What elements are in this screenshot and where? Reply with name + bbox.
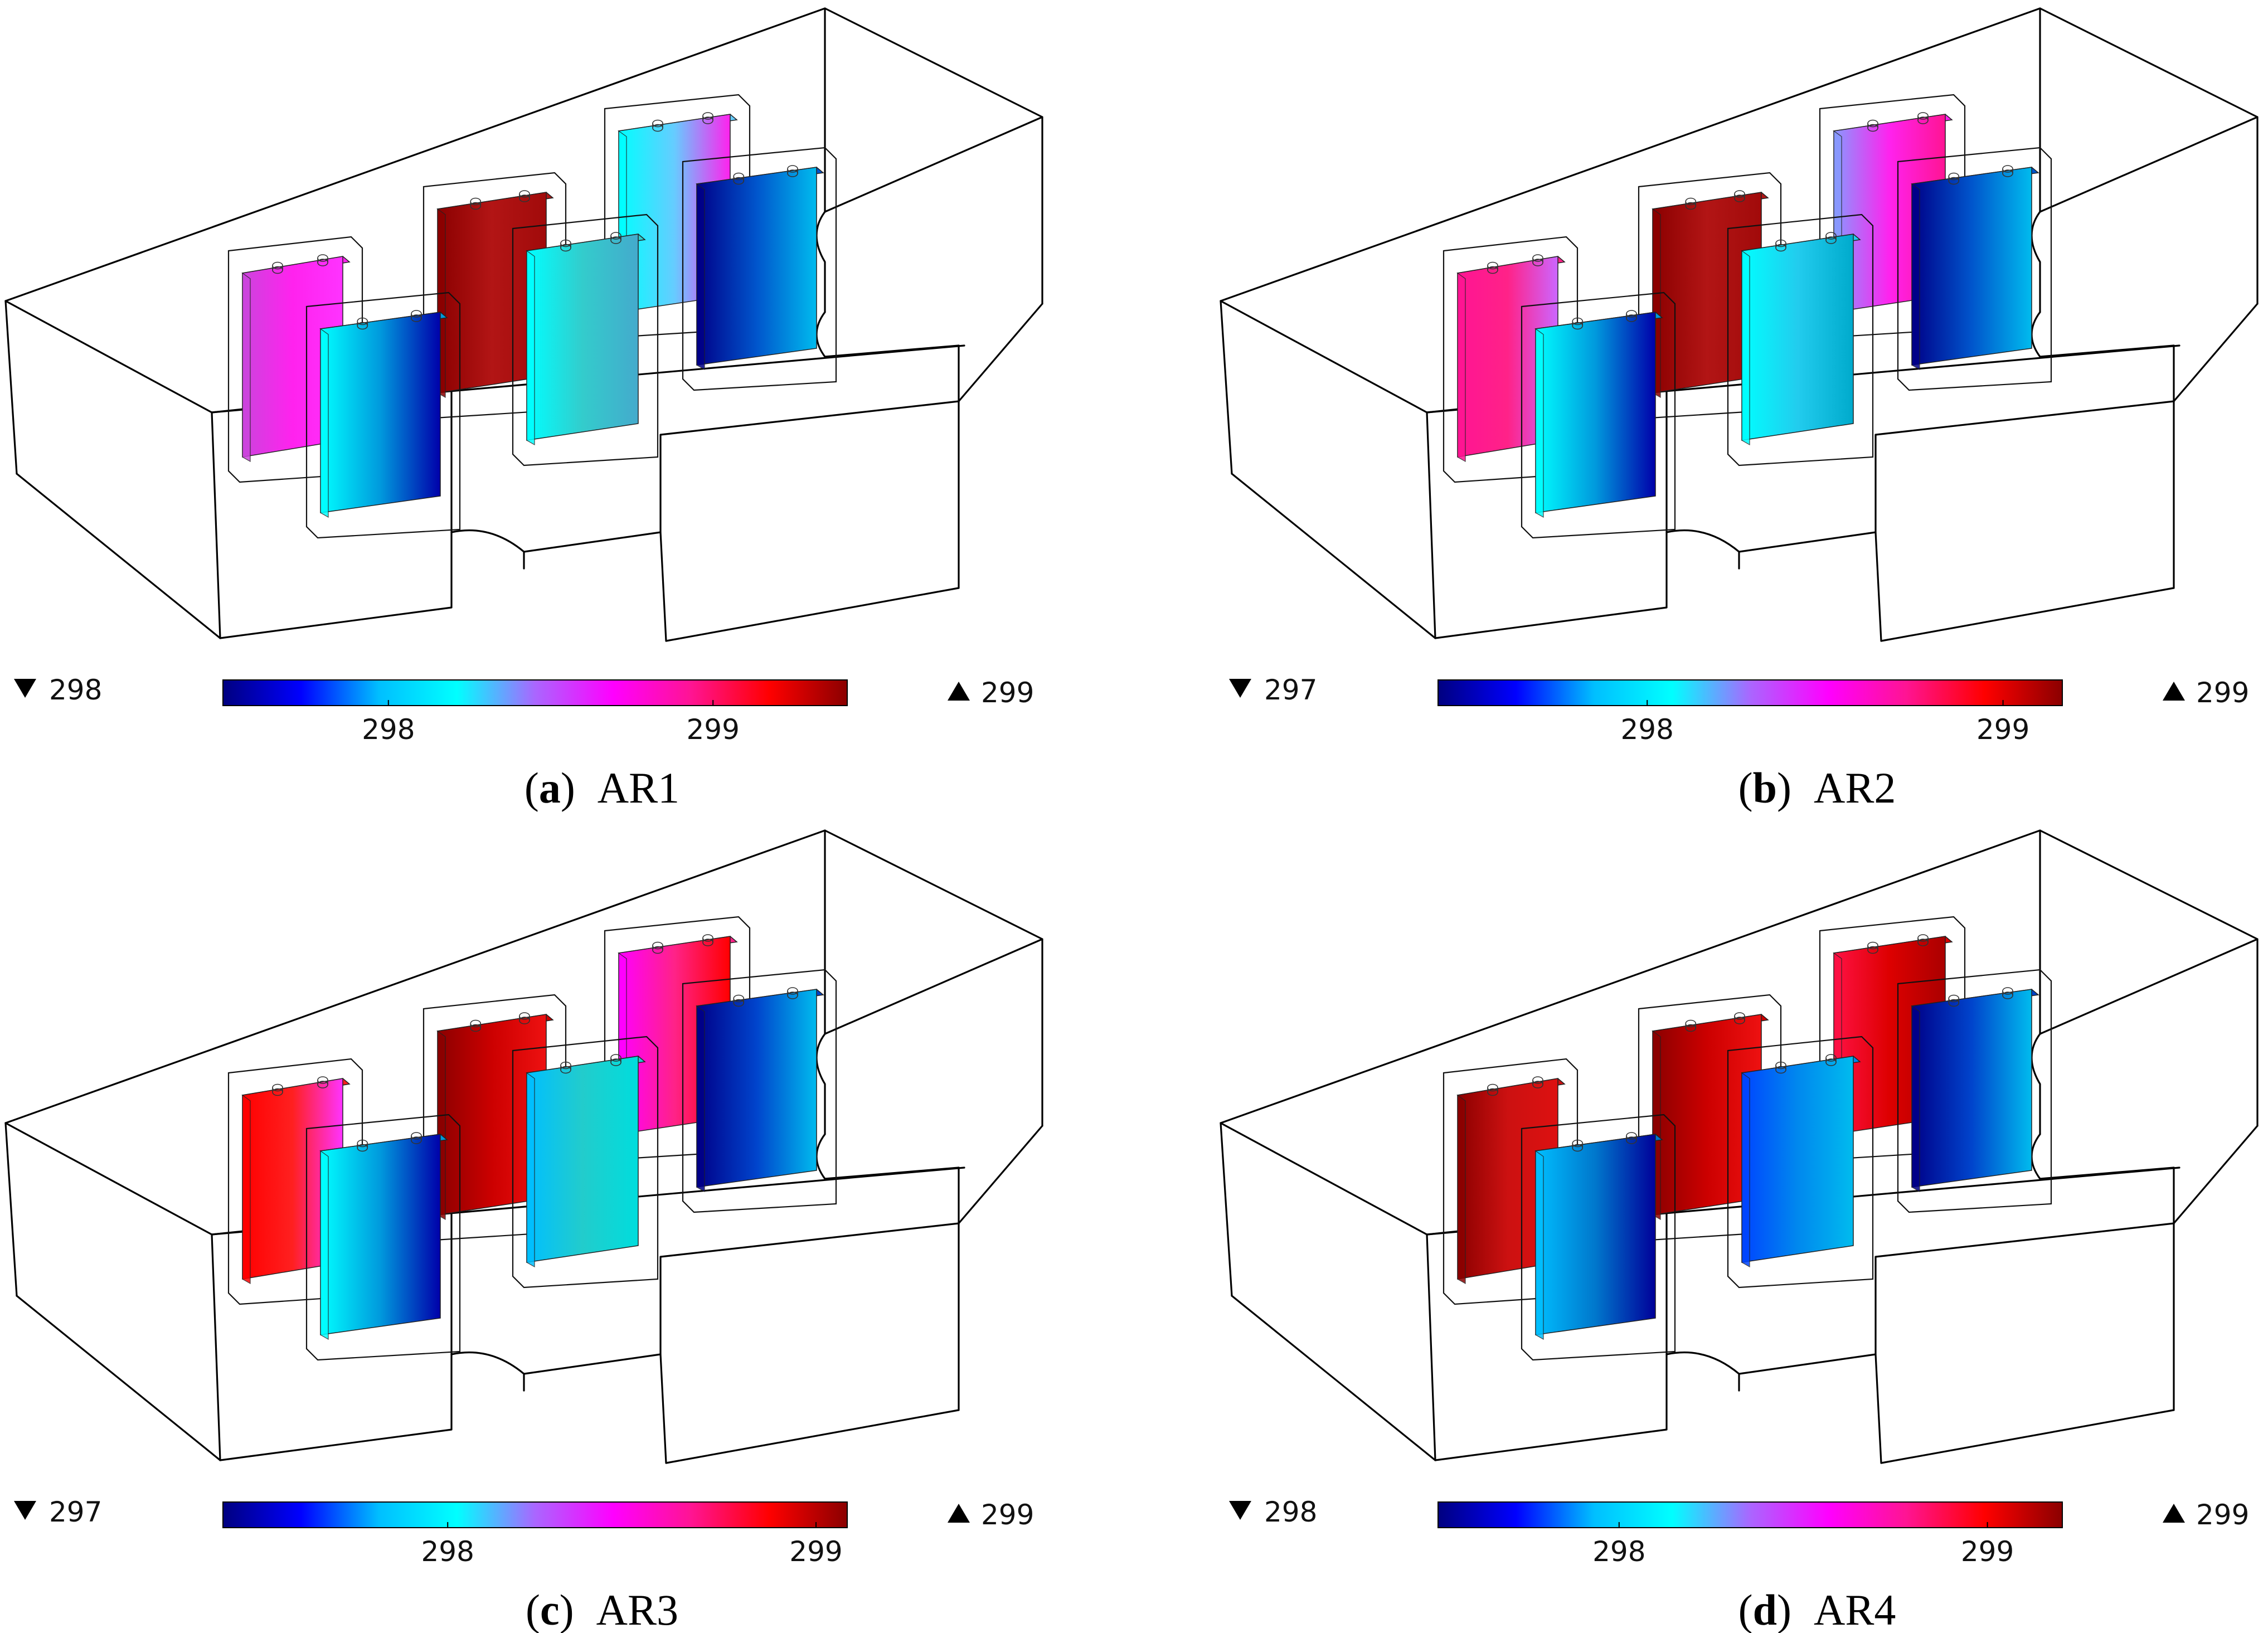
colorbar: 298 299 <box>1437 679 2063 746</box>
cell-front-left <box>1521 291 1676 539</box>
up-triangle-icon <box>948 1504 970 1523</box>
cell-front-right <box>682 147 837 391</box>
up-triangle-icon <box>2163 1504 2185 1523</box>
range-max: 299 <box>2163 677 2249 709</box>
panel-c: 298 299 297 299 (c) AR3 <box>4 829 1043 1633</box>
caption-label: AR1 <box>598 764 679 812</box>
range-min-value: 298 <box>49 674 102 706</box>
colorbar-tick-label-0: 298 <box>1592 1535 1645 1568</box>
cell-back-left <box>227 236 363 483</box>
down-triangle-icon <box>1229 679 1251 698</box>
cell-front-middle <box>1727 213 1874 466</box>
range-min: 298 <box>1229 1496 1317 1528</box>
colorbar: 298 299 <box>222 679 848 746</box>
caption-label: AR3 <box>596 1586 678 1633</box>
up-triangle-icon <box>2163 682 2185 701</box>
caption-label: AR4 <box>1814 1586 1896 1633</box>
enclosure-wireframe <box>1220 7 2259 642</box>
range-max-value: 299 <box>981 677 1034 709</box>
cell-front-left <box>305 291 461 539</box>
cell-front-middle <box>512 1036 659 1289</box>
caption-label: AR2 <box>1814 764 1896 812</box>
colorbar: 298 299 <box>1437 1501 2063 1568</box>
colorbar-tick-label-0: 298 <box>1620 713 1673 746</box>
range-min-value: 298 <box>1264 1496 1317 1528</box>
down-triangle-icon <box>14 1501 36 1520</box>
up-triangle-icon <box>948 682 970 701</box>
range-min-value: 297 <box>49 1496 102 1528</box>
range-max: 299 <box>948 1499 1034 1531</box>
cell-front-left <box>305 1114 461 1361</box>
range-min: 298 <box>14 674 102 706</box>
enclosure-wireframe <box>1220 829 2259 1464</box>
panel-caption: (d) AR4 <box>1738 1586 1896 1633</box>
caption-letter: d <box>1753 1586 1777 1633</box>
cell-front-right <box>1897 969 2052 1213</box>
caption-letter: c <box>540 1586 560 1633</box>
cell-front-middle <box>1727 1036 1874 1289</box>
colorbar-tick-label-1: 299 <box>1976 713 2029 746</box>
cell-front-right <box>1897 147 2052 391</box>
cell-back-left <box>1443 1058 1579 1305</box>
cell-front-right <box>682 969 837 1213</box>
range-max-value: 299 <box>2196 1499 2249 1531</box>
colorbar-tick-label-1: 299 <box>686 713 739 746</box>
panel-d: 298 299 298 299 (d) AR4 <box>1220 829 2259 1633</box>
cell-back-middle <box>1638 994 1782 1241</box>
colorbar-tick-label-1: 299 <box>1961 1535 2014 1568</box>
panel-b: 298 299 297 299 (b) AR2 <box>1220 7 2259 812</box>
colorbar-tick-label-1: 299 <box>789 1535 842 1568</box>
cell-front-left <box>1521 1114 1676 1361</box>
panel-caption: (c) AR3 <box>526 1586 678 1633</box>
range-min: 297 <box>14 1496 102 1528</box>
colorbar: 298 299 <box>222 1501 848 1568</box>
range-min: 297 <box>1229 674 1317 706</box>
down-triangle-icon <box>1229 1501 1251 1520</box>
colorbar-tick-label-0: 298 <box>362 713 415 746</box>
range-min-value: 297 <box>1264 674 1317 706</box>
caption-letter: a <box>539 764 561 812</box>
panel-caption: (a) AR1 <box>524 764 679 812</box>
enclosure-wireframe <box>4 829 1043 1464</box>
caption-letter: b <box>1753 764 1777 812</box>
colorbar-tick-label-0: 298 <box>421 1535 474 1568</box>
panel-caption: (b) AR2 <box>1738 764 1896 812</box>
range-max-value: 299 <box>2196 677 2249 709</box>
range-max: 299 <box>2163 1499 2249 1531</box>
range-max: 299 <box>948 677 1034 709</box>
down-triangle-icon <box>14 679 36 698</box>
range-max-value: 299 <box>981 1499 1034 1531</box>
cell-front-middle <box>512 213 659 466</box>
